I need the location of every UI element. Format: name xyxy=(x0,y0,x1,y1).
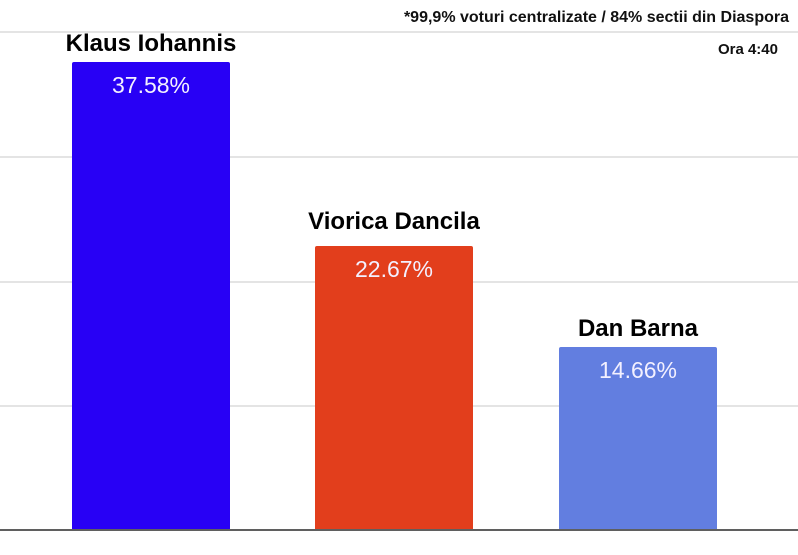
bar-value-barna: 14.66% xyxy=(598,357,677,383)
x-axis-baseline xyxy=(0,529,798,531)
category-label-iohannis: Klaus Iohannis xyxy=(65,30,237,57)
chart-time: Ora 4:40 xyxy=(717,41,778,58)
chart-note: *99,9% voturi centralizate / 84% sectii … xyxy=(403,9,789,26)
bar-dancila: 22.67% xyxy=(315,246,473,530)
bar-barna: 14.66% xyxy=(559,347,717,530)
bar-value-iohannis: 37.58% xyxy=(111,72,190,98)
category-label-barna: Dan Barna xyxy=(577,315,699,342)
bar-value-dancila: 22.67% xyxy=(354,256,433,282)
category-label-dancila: Viorica Dancila xyxy=(308,208,480,235)
bar-iohannis: 37.58% xyxy=(72,62,230,530)
gridline xyxy=(0,156,798,158)
gridline xyxy=(0,31,798,33)
